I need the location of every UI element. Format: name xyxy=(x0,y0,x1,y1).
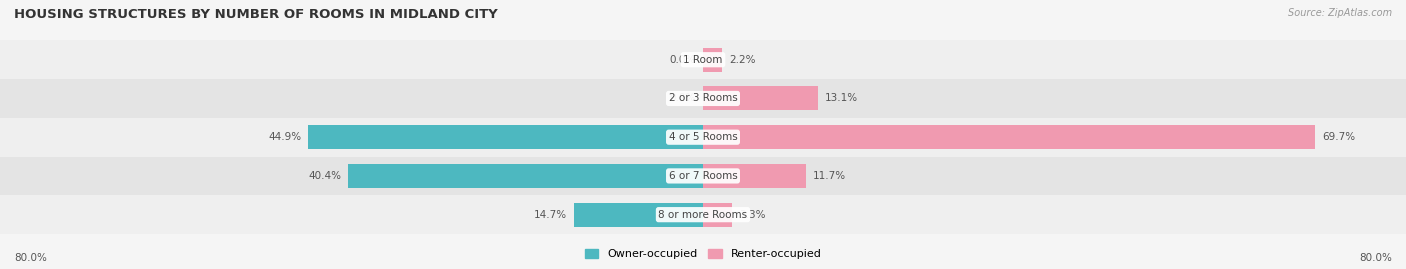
Bar xyxy=(308,125,703,149)
Text: 69.7%: 69.7% xyxy=(1323,132,1355,142)
Text: 40.4%: 40.4% xyxy=(308,171,342,181)
Text: 80.0%: 80.0% xyxy=(1360,253,1392,263)
Text: HOUSING STRUCTURES BY NUMBER OF ROOMS IN MIDLAND CITY: HOUSING STRUCTURES BY NUMBER OF ROOMS IN… xyxy=(14,8,498,21)
Text: 1 Room: 1 Room xyxy=(683,55,723,65)
Bar xyxy=(0,40,1406,79)
Text: 6 or 7 Rooms: 6 or 7 Rooms xyxy=(669,171,737,181)
Bar xyxy=(0,79,1406,118)
Bar xyxy=(703,86,818,111)
Bar xyxy=(0,157,1406,195)
Text: 4 or 5 Rooms: 4 or 5 Rooms xyxy=(669,132,737,142)
Text: 14.7%: 14.7% xyxy=(534,210,567,220)
Legend: Owner-occupied, Renter-occupied: Owner-occupied, Renter-occupied xyxy=(581,244,825,263)
Text: 80.0%: 80.0% xyxy=(14,253,46,263)
Bar xyxy=(574,203,703,227)
Text: 44.9%: 44.9% xyxy=(269,132,301,142)
Text: 2.2%: 2.2% xyxy=(730,55,756,65)
Bar xyxy=(0,118,1406,157)
Bar xyxy=(703,203,733,227)
Bar xyxy=(349,164,703,188)
Bar xyxy=(703,164,806,188)
Text: 3.3%: 3.3% xyxy=(740,210,765,220)
Text: 11.7%: 11.7% xyxy=(813,171,846,181)
Bar xyxy=(703,125,1316,149)
Text: 8 or more Rooms: 8 or more Rooms xyxy=(658,210,748,220)
Text: Source: ZipAtlas.com: Source: ZipAtlas.com xyxy=(1288,8,1392,18)
Text: 13.1%: 13.1% xyxy=(825,93,858,104)
Text: 0.0%: 0.0% xyxy=(669,93,696,104)
Bar xyxy=(703,48,723,72)
Text: 0.0%: 0.0% xyxy=(669,55,696,65)
Text: 2 or 3 Rooms: 2 or 3 Rooms xyxy=(669,93,737,104)
Bar xyxy=(0,195,1406,234)
